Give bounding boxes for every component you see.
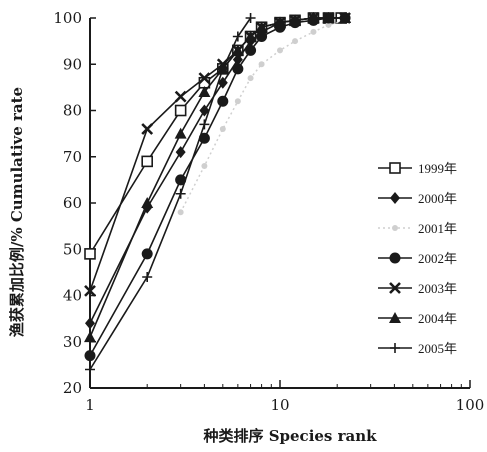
data-point bbox=[85, 317, 95, 330]
data-point bbox=[255, 21, 268, 33]
data-point bbox=[247, 75, 254, 82]
legend-label: 2004年 bbox=[418, 311, 457, 326]
data-point bbox=[244, 30, 257, 42]
data-point bbox=[84, 331, 96, 343]
y-tick-label: 100 bbox=[53, 9, 82, 27]
legend-marker bbox=[390, 343, 400, 353]
legend-label: 1999年 bbox=[418, 161, 457, 176]
legend-label: 2002年 bbox=[418, 251, 457, 266]
y-tick-label: 30 bbox=[63, 333, 82, 351]
data-point bbox=[141, 123, 154, 135]
legend-item: 2003年 bbox=[378, 281, 457, 296]
data-point bbox=[231, 44, 244, 56]
data-point bbox=[232, 31, 243, 42]
data-point bbox=[141, 197, 154, 208]
y-tick-label: 90 bbox=[63, 55, 82, 73]
data-point bbox=[177, 209, 184, 216]
legend: 1999年 2000年 2001年 2002年 2003年 2004年 2005年 bbox=[378, 161, 457, 356]
data-point bbox=[217, 95, 229, 107]
data-point bbox=[198, 72, 211, 85]
legend-label: 2001年 bbox=[418, 221, 457, 236]
data-point bbox=[141, 248, 153, 260]
data-point bbox=[174, 104, 187, 117]
series-line bbox=[89, 17, 342, 255]
data-point bbox=[174, 127, 187, 139]
data-point bbox=[198, 86, 211, 97]
data-point bbox=[85, 364, 95, 375]
legend-marker bbox=[392, 225, 398, 231]
series-1 bbox=[84, 12, 348, 260]
series-7 bbox=[85, 13, 256, 375]
data-point bbox=[217, 76, 228, 89]
data-point bbox=[339, 12, 352, 23]
y-axis: 20 30 40 50 60 70 80 90 100 bbox=[53, 9, 96, 397]
data-point bbox=[232, 53, 243, 66]
series-line bbox=[179, 19, 346, 213]
data-point bbox=[174, 90, 187, 103]
legend-label: 2005年 bbox=[418, 341, 457, 356]
data-point bbox=[142, 272, 153, 282]
legend-item: 2004年 bbox=[378, 311, 457, 326]
data-point bbox=[292, 38, 299, 45]
data-point bbox=[274, 16, 286, 28]
data-point bbox=[219, 126, 226, 132]
legend-item: 2000年 bbox=[378, 191, 457, 206]
data-point bbox=[245, 13, 256, 23]
data-point bbox=[175, 174, 187, 186]
data-point bbox=[141, 155, 153, 168]
x-axis: 1 10 100 bbox=[85, 380, 484, 414]
data-point bbox=[256, 31, 268, 42]
series-3 bbox=[177, 17, 349, 216]
y-tick-label: 80 bbox=[63, 102, 82, 120]
data-point bbox=[175, 188, 186, 199]
legend-marker bbox=[389, 252, 401, 264]
data-point bbox=[277, 47, 283, 54]
data-point bbox=[245, 44, 257, 56]
data-point bbox=[217, 63, 228, 74]
y-tick-label: 20 bbox=[63, 379, 82, 397]
data-point bbox=[258, 61, 265, 68]
x-tick-label: 10 bbox=[270, 396, 289, 414]
legend-marker bbox=[390, 192, 400, 204]
data-point bbox=[199, 104, 210, 117]
series-6 bbox=[84, 12, 352, 343]
legend-item: 2001年 bbox=[378, 221, 457, 236]
y-tick-label: 70 bbox=[63, 148, 82, 166]
x-axis-title: 种类排序 Species rank bbox=[202, 427, 377, 445]
legend-label: 2003年 bbox=[418, 281, 457, 296]
x-tick-label: 100 bbox=[456, 396, 485, 414]
legend-item: 2002年 bbox=[378, 251, 457, 266]
data-point bbox=[199, 119, 210, 130]
data-point bbox=[310, 28, 317, 35]
data-point bbox=[198, 132, 210, 144]
legend-marker bbox=[389, 312, 401, 323]
x-tick-label: 1 bbox=[85, 396, 95, 414]
legend-item: 1999年 bbox=[378, 161, 457, 176]
data-point bbox=[234, 98, 241, 105]
data-point bbox=[289, 14, 302, 26]
data-point bbox=[84, 248, 96, 260]
y-tick-label: 50 bbox=[63, 240, 82, 258]
series-line bbox=[89, 17, 346, 292]
data-point bbox=[201, 163, 208, 169]
data-point bbox=[307, 12, 320, 23]
data-point bbox=[84, 350, 96, 362]
y-tick-label: 40 bbox=[63, 287, 82, 305]
data-point bbox=[325, 21, 332, 28]
data-point bbox=[232, 63, 244, 75]
legend-marker bbox=[389, 282, 401, 294]
series-layer bbox=[84, 12, 352, 375]
legend-label: 2000年 bbox=[418, 191, 457, 206]
data-point bbox=[175, 146, 186, 159]
data-point bbox=[322, 12, 335, 23]
y-axis-title: 渔获累加比例/% Cumulative rate bbox=[8, 87, 26, 337]
legend-item: 2005年 bbox=[378, 341, 457, 356]
y-tick-label: 60 bbox=[63, 194, 82, 212]
legend-marker bbox=[389, 162, 401, 174]
data-point bbox=[84, 284, 96, 297]
